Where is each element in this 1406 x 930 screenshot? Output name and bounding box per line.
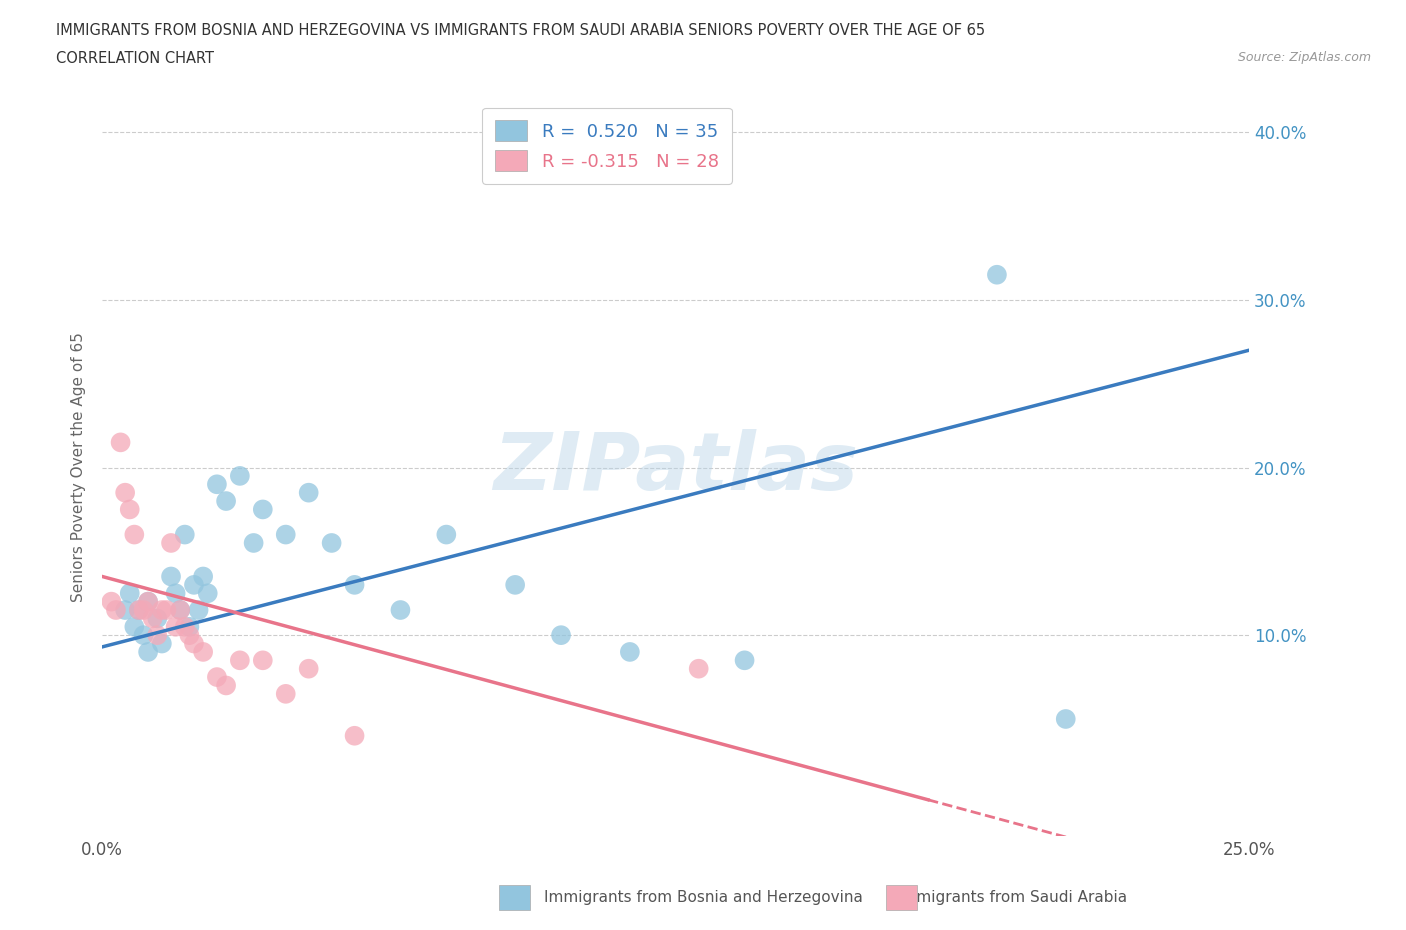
Point [179,619,201,634]
Point [197,586,219,601]
Point [114,603,136,618]
Point [118,586,141,601]
Point [100,594,122,609]
Point [434,527,457,542]
Point [146,628,169,643]
Point [298,661,321,676]
Point [155,603,177,618]
Point [252,653,274,668]
Point [173,527,195,542]
Point [252,502,274,517]
Point [343,578,366,592]
Point [114,485,136,500]
Point [124,619,146,634]
Point [242,536,264,551]
Point [191,569,214,584]
Point [142,611,165,626]
Point [179,628,201,643]
Point [128,603,150,618]
Point [183,636,205,651]
Text: Immigrants from Saudi Arabia: Immigrants from Saudi Arabia [897,890,1128,905]
Point [187,603,209,618]
Point [146,611,169,626]
Point [343,728,366,743]
Point [688,661,710,676]
Point [136,644,159,659]
Text: IMMIGRANTS FROM BOSNIA AND HERZEGOVINA VS IMMIGRANTS FROM SAUDI ARABIA SENIORS P: IMMIGRANTS FROM BOSNIA AND HERZEGOVINA V… [56,23,986,38]
Point [191,644,214,659]
Point [274,527,297,542]
Point [169,603,191,618]
Point [150,603,173,618]
Point [132,628,155,643]
Text: CORRELATION CHART: CORRELATION CHART [56,51,214,66]
Point [110,435,132,450]
Point [104,603,127,618]
Point [128,603,150,618]
Text: ZIPatlas: ZIPatlas [494,429,858,507]
Point [136,594,159,609]
Point [205,670,228,684]
Point [165,619,187,634]
Point [160,536,183,551]
Point [124,527,146,542]
Point [215,494,238,509]
Point [986,267,1008,282]
Point [160,569,183,584]
Text: Immigrants from Bosnia and Herzegovina: Immigrants from Bosnia and Herzegovina [544,890,862,905]
Text: Source: ZipAtlas.com: Source: ZipAtlas.com [1237,51,1371,64]
Point [169,603,191,618]
Point [173,619,195,634]
Point [229,469,252,484]
Legend: R =  0.520   N = 35, R = -0.315   N = 28: R = 0.520 N = 35, R = -0.315 N = 28 [482,108,731,184]
Point [183,578,205,592]
Point [136,594,159,609]
Point [205,477,228,492]
Point [734,653,756,668]
Point [298,485,321,500]
Point [503,578,526,592]
Y-axis label: Seniors Poverty Over the Age of 65: Seniors Poverty Over the Age of 65 [72,333,86,603]
Point [215,678,238,693]
Point [550,628,572,643]
Point [274,686,297,701]
Point [229,653,252,668]
Point [150,636,173,651]
Point [165,586,187,601]
Point [132,603,155,618]
Point [389,603,412,618]
Point [118,502,141,517]
Point [321,536,343,551]
Point [1054,711,1077,726]
Point [619,644,641,659]
